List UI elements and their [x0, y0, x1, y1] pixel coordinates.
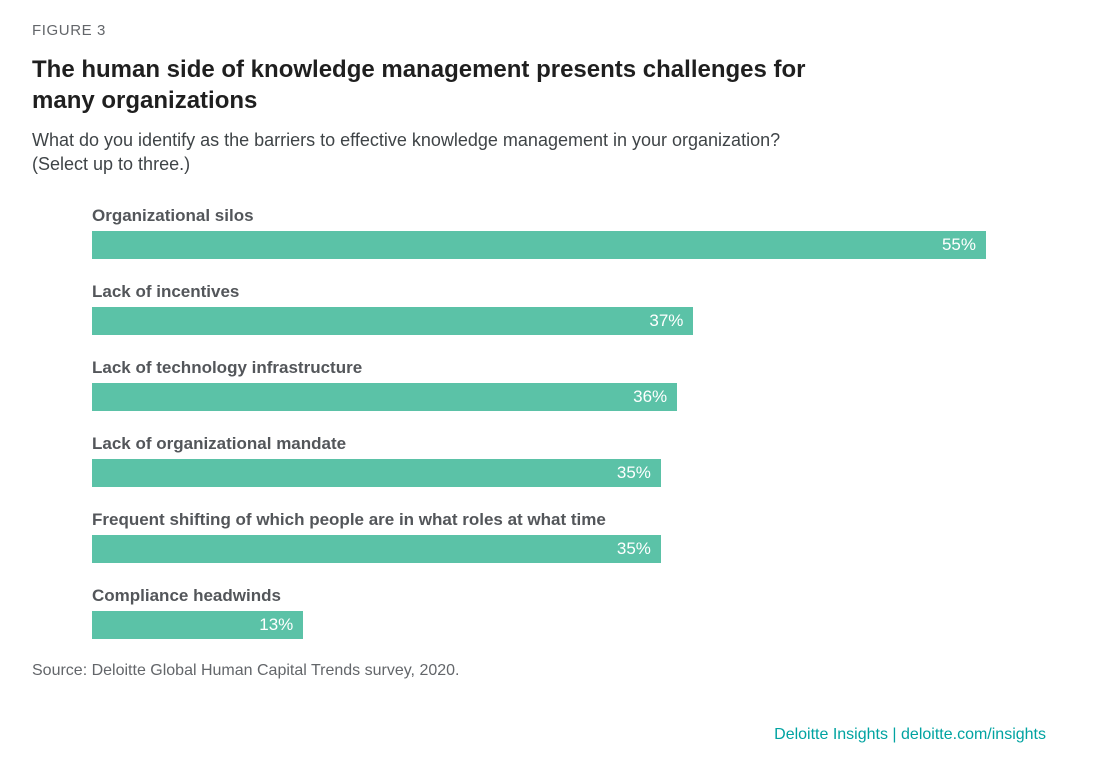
bar: 36% [92, 383, 678, 411]
bar: 37% [92, 307, 694, 335]
bar: 13% [92, 611, 304, 639]
bar-row: Frequent shifting of which people are in… [92, 510, 986, 563]
bar-value-label: 55% [941, 235, 976, 254]
source-note: Source: Deloitte Global Human Capital Tr… [32, 662, 460, 679]
bar-value-label: 35% [616, 463, 651, 482]
bar-track: 55% [92, 231, 986, 259]
chart-subtitle: What do you identify as the barriers to … [32, 130, 781, 174]
footer-brand: Deloitte Insights [774, 726, 888, 743]
bar-chart: Organizational silos 55% Lack of incentive… [92, 206, 986, 639]
footer-separator: | [887, 726, 902, 743]
bar-row: Lack of technology infrastructure 36% [92, 358, 986, 411]
bar-track: 37% [92, 307, 986, 335]
bar: 35% [92, 459, 661, 487]
bar-value-label: 36% [633, 387, 668, 406]
bar-category-label: Lack of organizational mandate [92, 434, 347, 453]
bar-track: 13% [92, 611, 986, 639]
bar: 35% [92, 535, 661, 563]
bar-row: Lack of organizational mandate 35% [92, 434, 986, 487]
bar-category-label: Frequent shifting of which people are in… [92, 510, 606, 529]
figure-label: FIGURE 3 [32, 22, 106, 39]
bar-category-label: Lack of technology infrastructure [92, 358, 363, 377]
bar-track: 35% [92, 459, 986, 487]
bar: 55% [92, 231, 986, 259]
bar-row: Organizational silos 55% [92, 206, 986, 259]
bar-row: Lack of incentives 37% [92, 282, 986, 335]
chart-title: The human side of knowledge management p… [32, 56, 806, 114]
bar-value-label: 37% [649, 311, 684, 330]
footer-credit: Deloitte Insights | deloitte.com/insight… [774, 726, 1046, 744]
bar-category-label: Lack of incentives [92, 282, 240, 301]
bar-row: Compliance headwinds 13% [92, 586, 986, 639]
footer-url: deloitte.com/insights [901, 726, 1046, 743]
bar-track: 36% [92, 383, 986, 411]
bar-category-label: Organizational silos [92, 206, 254, 225]
bar-category-label: Compliance headwinds [92, 586, 281, 605]
bar-track: 35% [92, 535, 986, 563]
bar-value-label: 13% [259, 615, 294, 634]
bar-value-label: 35% [616, 539, 651, 558]
